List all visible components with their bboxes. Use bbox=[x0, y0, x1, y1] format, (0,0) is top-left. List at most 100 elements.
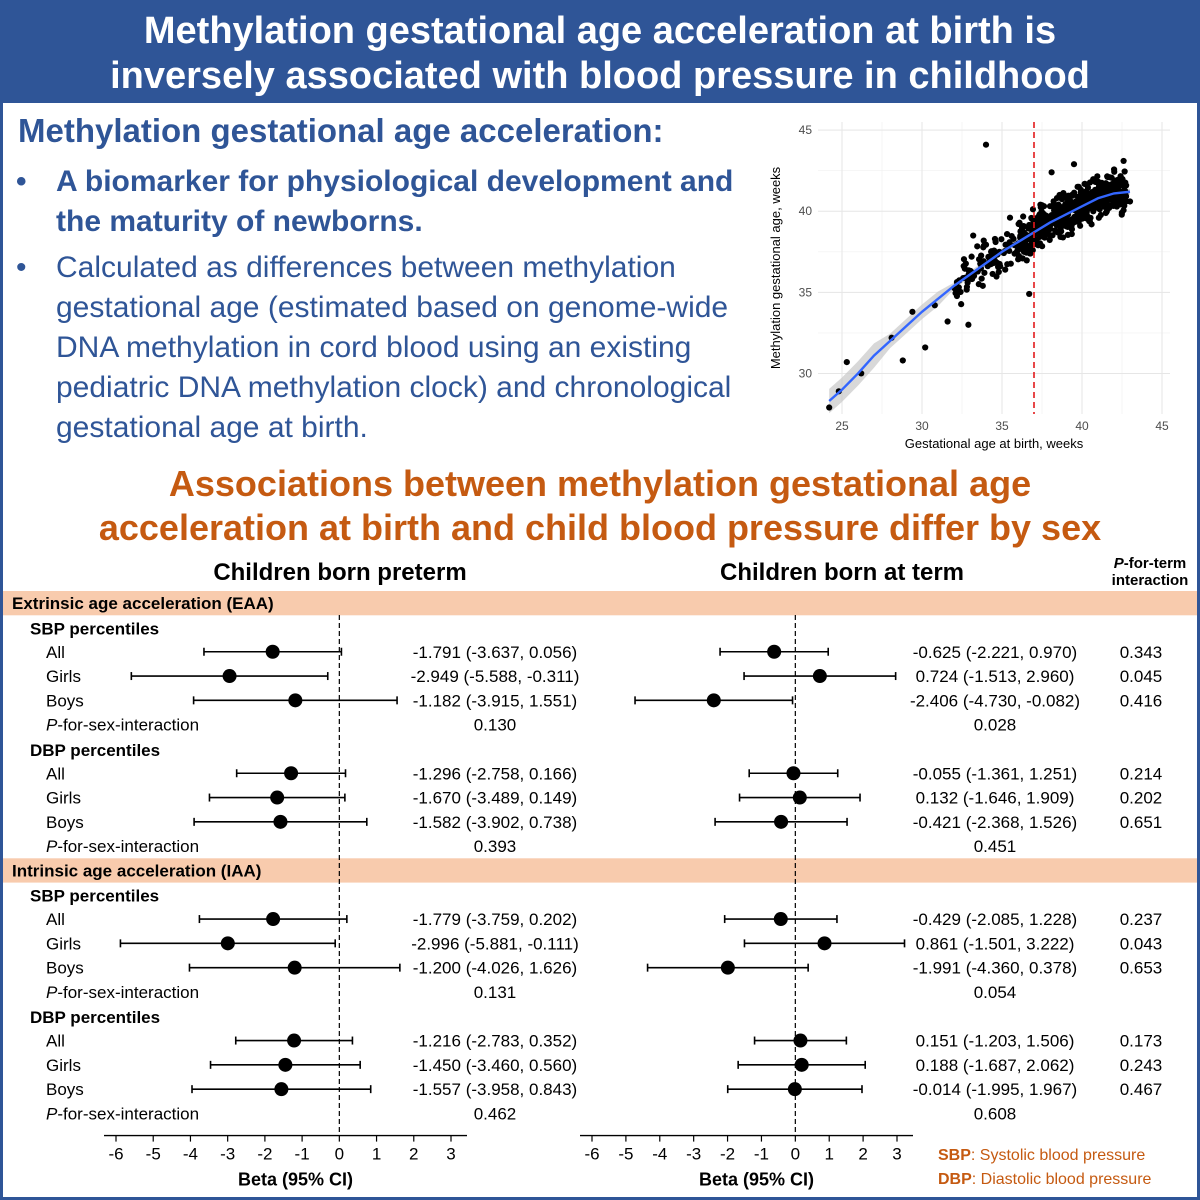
scatter-point bbox=[1060, 190, 1067, 197]
scatter-point bbox=[944, 318, 951, 325]
term-x-tick-label: -2 bbox=[720, 1145, 735, 1164]
scatter-point bbox=[975, 256, 983, 263]
p-term-value: 0.243 bbox=[1120, 1056, 1163, 1075]
scatter-point bbox=[978, 275, 985, 282]
row-label: Boys bbox=[46, 691, 84, 710]
p-sex-label: P-for-sex-interaction bbox=[46, 716, 199, 735]
x-tick-label: 40 bbox=[1075, 419, 1089, 433]
p-term-value: 0.416 bbox=[1120, 691, 1163, 710]
section-label: Extrinsic age acceleration (EAA) bbox=[12, 594, 274, 613]
term-p-sex-value: 0.028 bbox=[974, 716, 1017, 735]
scatter-point bbox=[922, 344, 929, 351]
scatter-point bbox=[980, 244, 987, 251]
preterm-estimate-text: -1.582 (-3.902, 0.738) bbox=[413, 813, 577, 832]
y-tick-label: 45 bbox=[799, 123, 813, 137]
p-sex-label-p: P bbox=[46, 837, 58, 856]
scatter-point bbox=[1048, 169, 1055, 176]
preterm-x-tick-label: -3 bbox=[220, 1145, 235, 1164]
term-estimate-text: -0.625 (-2.221, 0.970) bbox=[913, 643, 1077, 662]
scatter-point bbox=[1038, 208, 1045, 215]
term-estimate-text: -2.406 (-4.730, -0.082) bbox=[910, 691, 1080, 710]
section-label: Intrinsic age acceleration (IAA) bbox=[12, 861, 261, 880]
p-term-value: 0.202 bbox=[1120, 789, 1163, 808]
legend-dbp-text: : Diastolic blood pressure bbox=[971, 1171, 1152, 1188]
scatter-point bbox=[1055, 204, 1062, 211]
scatter-point bbox=[1052, 228, 1060, 235]
row-label: Girls bbox=[46, 1056, 81, 1075]
row-label: Girls bbox=[46, 789, 81, 808]
preterm-point-estimate bbox=[287, 960, 302, 975]
scatter-point bbox=[1047, 214, 1054, 221]
term-estimate-text: -0.421 (-2.368, 1.526) bbox=[913, 813, 1077, 832]
x-tick-label: 45 bbox=[1155, 419, 1169, 433]
scatter-point bbox=[1119, 197, 1127, 205]
section-title-line-2: acceleration at birth and child blood pr… bbox=[98, 507, 1102, 548]
scatter-point bbox=[1072, 198, 1079, 205]
scatter-point bbox=[1120, 207, 1127, 214]
term-point-estimate bbox=[817, 936, 832, 951]
bullet-biomarker: • A biomarker for physiological developm… bbox=[16, 162, 756, 242]
section-band bbox=[3, 858, 1197, 883]
p-term-header-rest: -for-term bbox=[1124, 555, 1187, 572]
scatter-point bbox=[1007, 260, 1014, 267]
p-sex-label-rest: -for-sex-interaction bbox=[57, 716, 199, 735]
scatter-point bbox=[1014, 243, 1021, 251]
preterm-estimate-text: -1.450 (-3.460, 0.560) bbox=[413, 1056, 577, 1075]
term-x-tick-label: -6 bbox=[584, 1145, 599, 1164]
term-x-tick-label: 0 bbox=[791, 1145, 800, 1164]
term-estimate-text: -1.991 (-4.360, 0.378) bbox=[913, 959, 1077, 978]
scatter-point bbox=[1015, 255, 1022, 263]
p-term-value: 0.653 bbox=[1120, 959, 1163, 978]
preterm-x-tick-label: 1 bbox=[372, 1145, 381, 1164]
term-point-estimate bbox=[792, 790, 807, 805]
term-x-tick-label: 2 bbox=[858, 1145, 867, 1164]
scatter-point bbox=[1010, 235, 1017, 242]
scatter-point bbox=[1107, 195, 1114, 202]
scatter-point bbox=[981, 269, 988, 276]
scatter-point bbox=[1015, 220, 1022, 228]
row-label: Boys bbox=[46, 813, 84, 832]
scatter-point bbox=[974, 243, 981, 250]
scatter-point bbox=[970, 232, 977, 239]
scatter-point bbox=[1120, 157, 1127, 165]
scatter-point bbox=[962, 260, 969, 267]
preterm-p-sex-value: 0.393 bbox=[474, 837, 517, 856]
term-x-axis-label: Beta (95% CI) bbox=[699, 1170, 814, 1190]
scatter-point bbox=[1041, 231, 1048, 238]
term-estimate-text: 0.861 (-1.501, 3.222) bbox=[916, 934, 1075, 953]
term-p-sex-value: 0.054 bbox=[974, 983, 1017, 1002]
legend-sbp-text: : Systolic blood pressure bbox=[970, 1147, 1146, 1164]
x-tick-label: 30 bbox=[915, 419, 929, 433]
preterm-estimate-text: -1.557 (-3.958, 0.843) bbox=[413, 1080, 577, 1099]
scatter-point bbox=[991, 235, 999, 243]
x-axis-label: Gestational age at birth, weeks bbox=[905, 436, 1084, 451]
scatter-point bbox=[1117, 173, 1124, 180]
scatter-point bbox=[1077, 186, 1085, 193]
preterm-point-estimate bbox=[288, 693, 303, 708]
scatter-point bbox=[1038, 202, 1046, 209]
preterm-x-tick-label: 2 bbox=[409, 1145, 418, 1164]
scatter-point bbox=[1026, 250, 1033, 257]
term-estimate-text: 0.188 (-1.687, 2.062) bbox=[916, 1056, 1075, 1075]
scatter-point bbox=[1027, 242, 1034, 249]
scatter-point bbox=[1099, 184, 1106, 191]
preterm-point-estimate bbox=[266, 912, 281, 927]
scatter-point bbox=[1037, 221, 1044, 228]
preterm-estimate-text: -1.779 (-3.759, 0.202) bbox=[413, 910, 577, 929]
term-point-estimate bbox=[812, 669, 827, 684]
scatter-point bbox=[982, 141, 990, 148]
p-term-value: 0.043 bbox=[1120, 934, 1163, 953]
term-point-estimate bbox=[767, 644, 782, 659]
row-label: All bbox=[46, 643, 65, 662]
bullet-text: A biomarker for physiological developmen… bbox=[56, 165, 734, 238]
preterm-estimate-text: -2.949 (-5.588, -0.311) bbox=[411, 667, 580, 686]
term-x-tick-label: -3 bbox=[686, 1145, 701, 1164]
term-p-sex-value: 0.451 bbox=[974, 837, 1017, 856]
scatter-point bbox=[958, 301, 965, 308]
y-tick-label: 35 bbox=[799, 285, 813, 299]
term-estimate-text: 0.151 (-1.203, 1.506) bbox=[916, 1032, 1075, 1051]
scatter-point bbox=[1064, 231, 1071, 239]
p-term-value: 0.343 bbox=[1120, 643, 1163, 662]
term-x-tick-label: -5 bbox=[618, 1145, 633, 1164]
